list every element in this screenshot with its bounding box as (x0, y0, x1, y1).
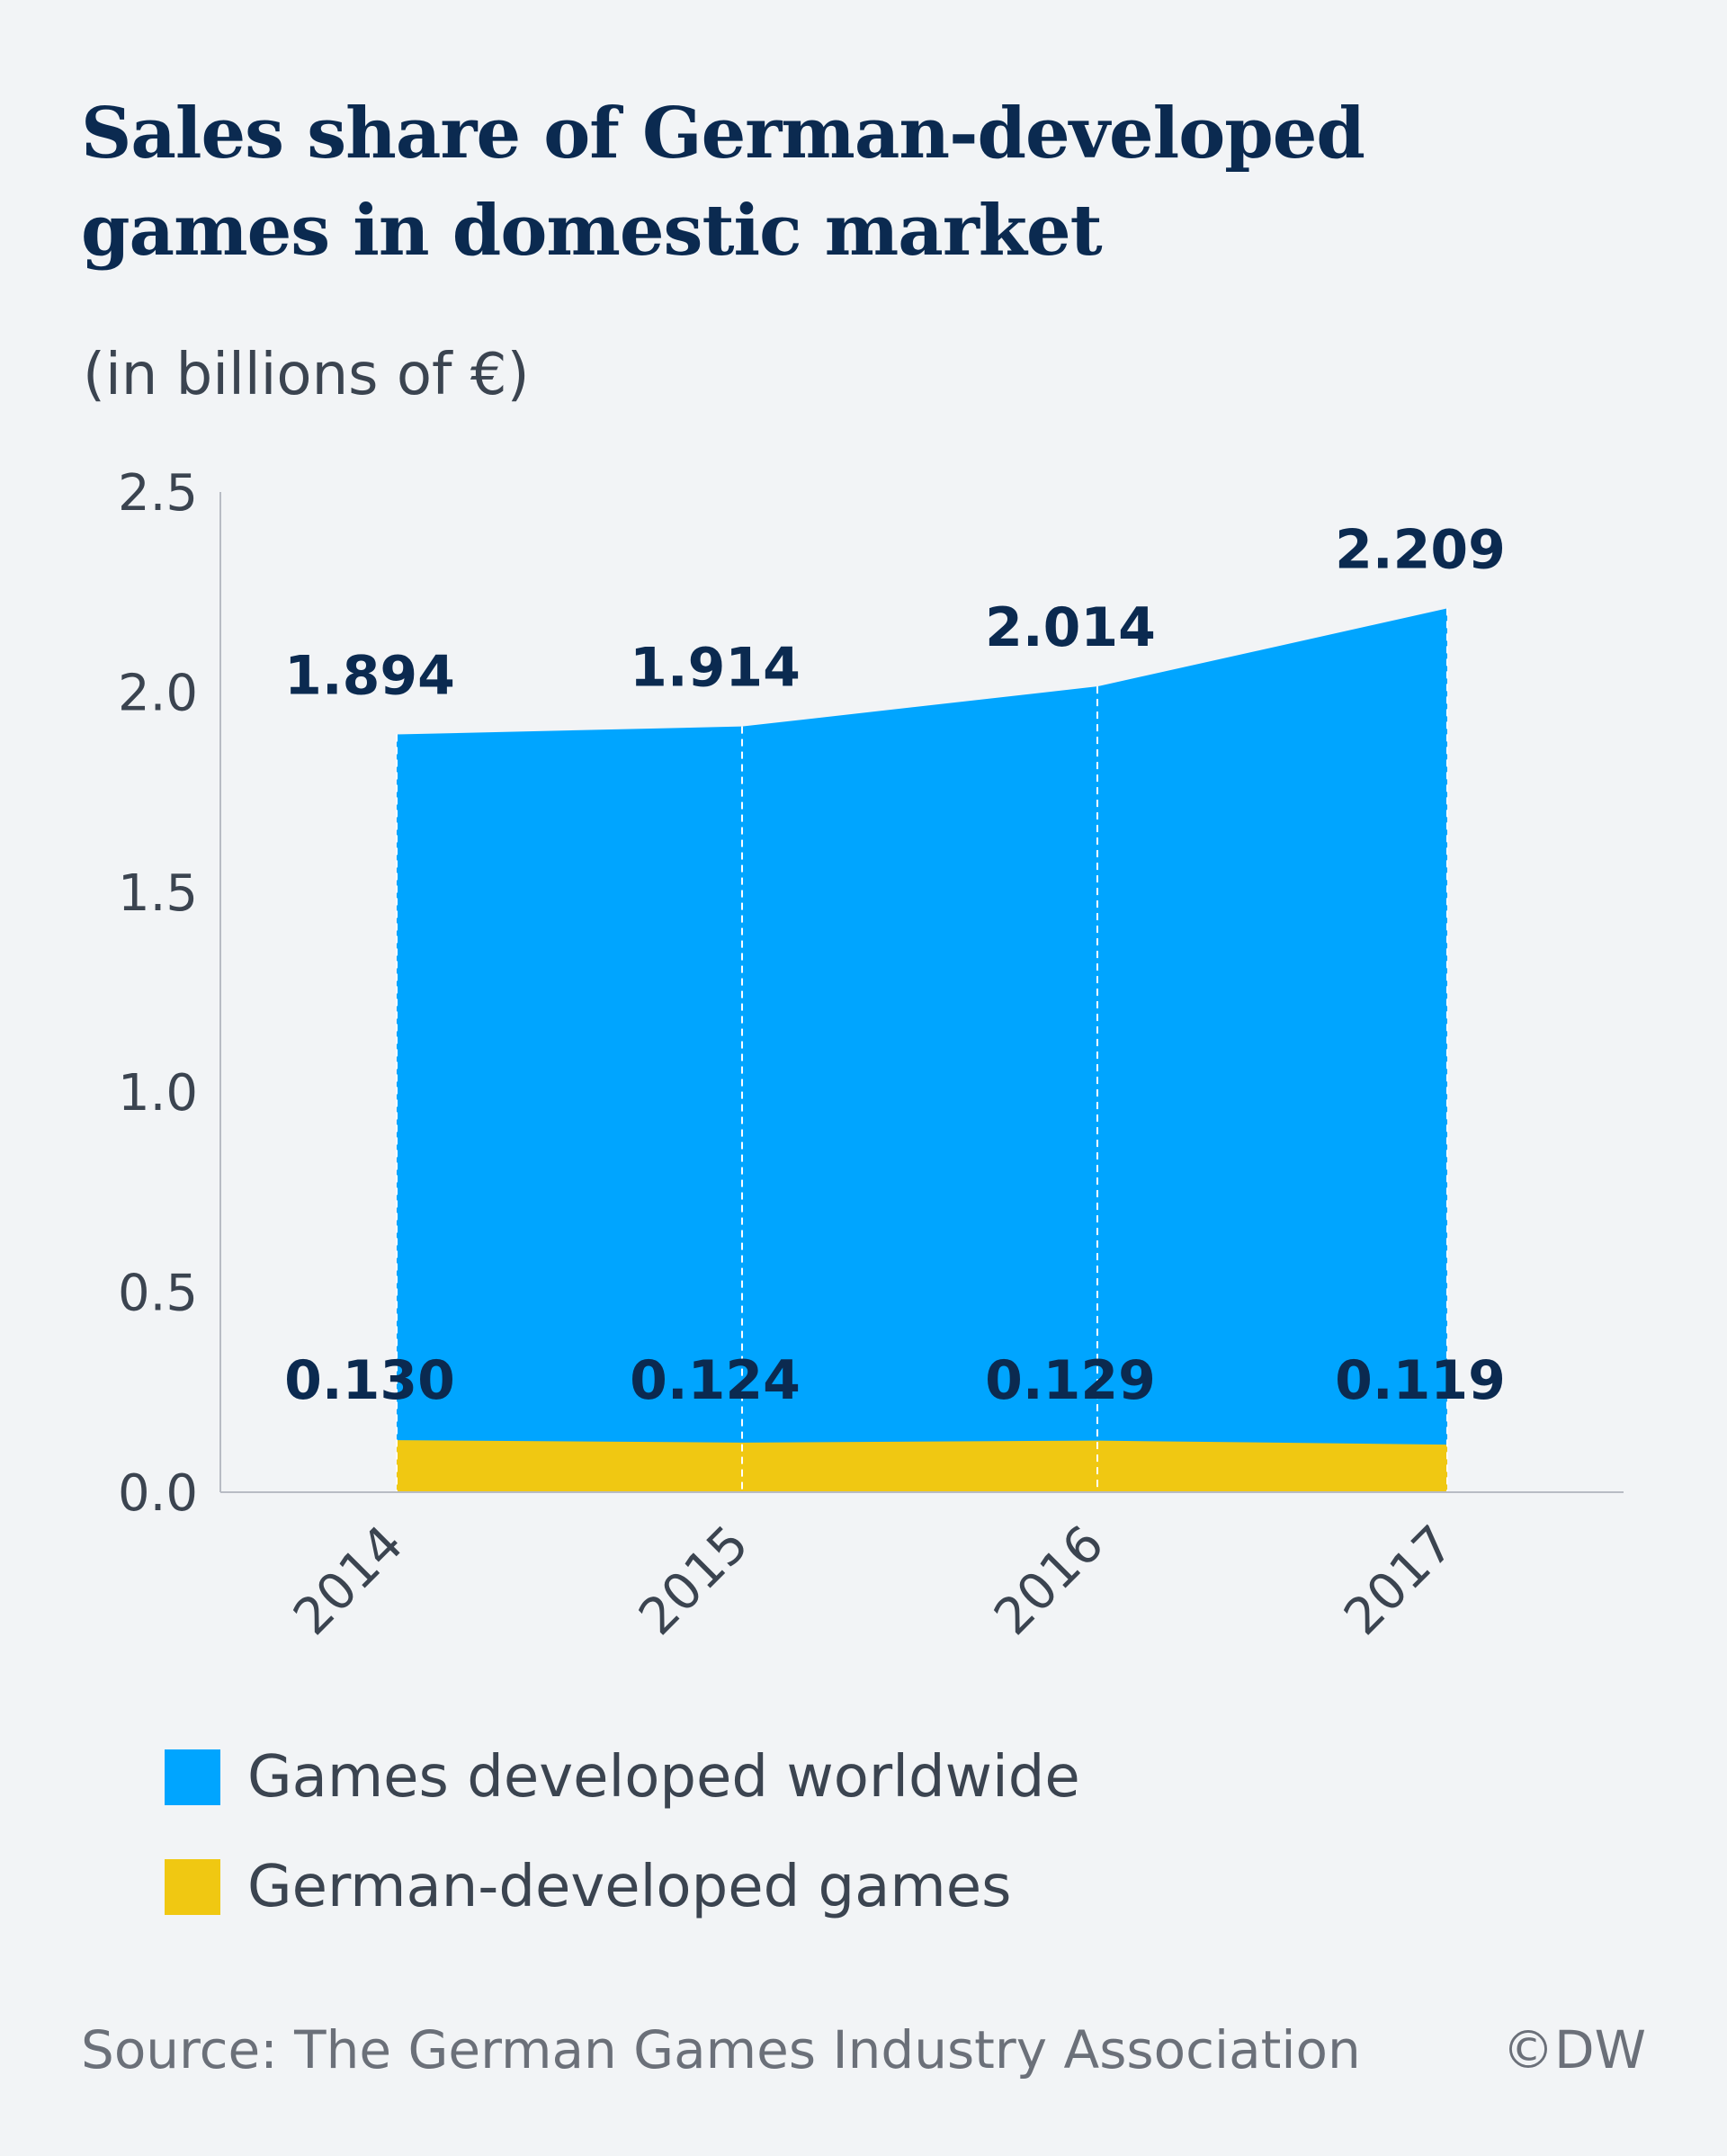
chart-subtitle: (in billions of €) (83, 342, 530, 408)
y-tick-label: 0.0 (118, 1464, 198, 1523)
y-tick-label: 2.0 (118, 664, 198, 722)
title-line-2: games in domestic market (81, 190, 1103, 272)
legend-label-german: German-developed games (247, 1854, 1012, 1920)
source-note: Source: The German Games Industry Associ… (81, 2019, 1361, 2080)
y-tick-label: 1.0 (118, 1064, 198, 1123)
x-tick-label-2016: 2016 (983, 1515, 1115, 1647)
y-tick-label: 0.5 (118, 1265, 198, 1323)
data-label-german-2017: 0.119 (1335, 1349, 1506, 1412)
y-tick-label: 1.5 (118, 864, 198, 923)
legend-swatch-german (165, 1859, 220, 1915)
x-tick-label-2014: 2014 (282, 1515, 415, 1647)
x-tick-label-2015: 2015 (628, 1515, 760, 1647)
legend-label-worldwide: Games developed worldwide (247, 1744, 1080, 1811)
data-label-worldwide-2017: 2.209 (1335, 518, 1506, 581)
legend-item-german: German-developed games (165, 1854, 1080, 1920)
title-line-1: Sales share of German-developed (81, 93, 1365, 174)
data-label-german-2014: 0.130 (284, 1349, 455, 1412)
x-tick-label-2017: 2017 (1333, 1515, 1465, 1647)
legend: Games developed worldwide German-develop… (165, 1744, 1080, 1969)
data-label-worldwide-2015: 1.914 (630, 637, 801, 700)
data-label-german-2015: 0.124 (630, 1349, 801, 1412)
data-label-german-2016: 0.129 (985, 1349, 1156, 1412)
area-worldwide (397, 608, 1447, 1492)
legend-item-worldwide: Games developed worldwide (165, 1744, 1080, 1811)
area-german (397, 1440, 1447, 1492)
legend-swatch-worldwide (165, 1749, 220, 1805)
data-label-worldwide-2016: 2.014 (985, 596, 1156, 659)
data-label-worldwide-2014: 1.894 (284, 645, 455, 708)
y-tick-label: 2.5 (118, 464, 198, 523)
dw-credit: ©DW (1501, 2019, 1646, 2080)
chart-title: Sales share of German-developed games in … (81, 85, 1365, 280)
